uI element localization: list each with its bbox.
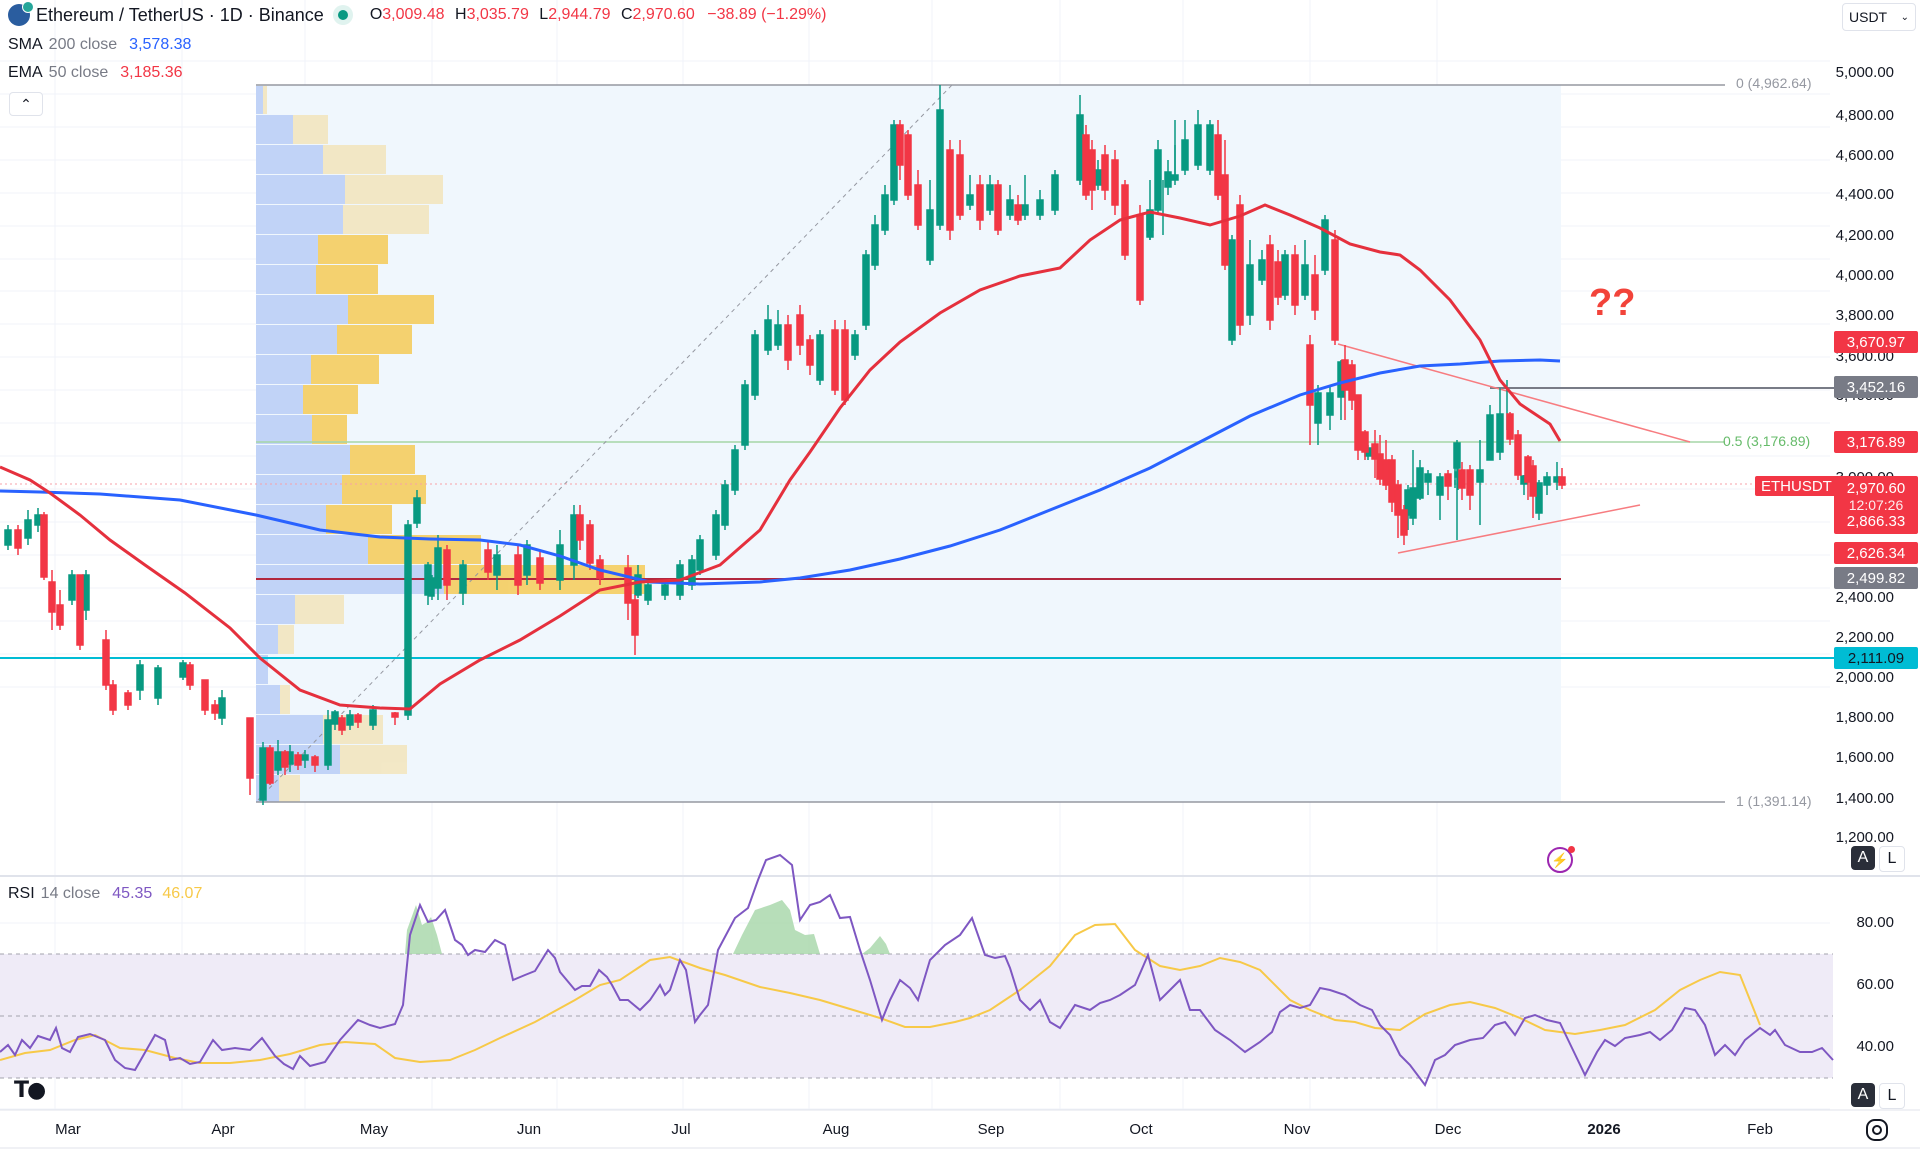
symbol-price-tag[interactable]: ETHUSDT [1755, 476, 1838, 496]
price-tag-2499[interactable]: 2,499.82 [1834, 567, 1918, 589]
price-change: −38.89 (−1.29%) [707, 6, 827, 23]
rsi-value: 45.35 [112, 885, 153, 902]
ema-50-line[interactable] [0, 203, 1562, 711]
auto-scale-button[interactable]: A [1851, 846, 1875, 870]
ohlc-values: O3,009.48 H3,035.79 L2,944.79 C2,970.60 … [369, 6, 827, 23]
fib-label-05[interactable]: 0.5 (3,176.89) [1723, 433, 1811, 449]
candlesticks[interactable] [4, 85, 1566, 805]
lightning-alert-icon[interactable]: ⚡ [1547, 846, 1575, 873]
bar-countdown: 12:07:26 [1848, 497, 1904, 513]
rsi-axis-label: 40.00 [1856, 1038, 1894, 1055]
ethereum-logo-icon [8, 1, 34, 26]
chart-settings-gear-icon[interactable] [1866, 1119, 1888, 1141]
rsi-axis-label: 60.00 [1856, 976, 1894, 993]
fib-trend-line[interactable] [257, 84, 953, 801]
triangle-upper-trendline[interactable] [1337, 343, 1691, 443]
symbol-legend[interactable]: Ethereum / TetherUS · 1D · Binance O3,00… [8, 1, 827, 26]
rsi-overbought-fill [405, 905, 442, 954]
chevron-down-icon: ⌄ [1900, 11, 1909, 23]
rsi-legend[interactable]: RSI 14 close 45.35 46.07 [8, 885, 203, 902]
sma-legend[interactable]: SMA 200 close 3,578.38 [8, 36, 192, 53]
collapse-legend-button[interactable]: ⌃ [9, 92, 43, 116]
current-price-tag[interactable]: 2,970.60 12:07:26 2,866.33 [1834, 476, 1918, 534]
fib-label-1[interactable]: 1 (1,391.14) [1736, 793, 1812, 809]
rsi-overbought-fill [862, 936, 890, 954]
chevron-up-icon: ⌃ [20, 95, 32, 112]
ema-legend[interactable]: EMA 50 close 3,185.36 [8, 64, 183, 81]
fib-range-background[interactable] [256, 85, 1561, 802]
sma-value: 3,578.38 [129, 36, 192, 53]
currency-selector[interactable]: USDT ⌄ [1842, 3, 1916, 31]
rsi-ma-line[interactable] [0, 922, 1761, 1064]
rsi-line[interactable] [0, 853, 1834, 1088]
question-annotation[interactable]: ?? [1589, 282, 1636, 324]
rsi-overbought-fill [733, 900, 820, 954]
price-tag-3452[interactable]: 3,452.16 [1834, 376, 1918, 398]
sma-200-line[interactable] [0, 358, 1561, 586]
rsi-auto-scale-button[interactable]: A [1851, 1083, 1875, 1107]
triangle-lower-trendline[interactable] [1397, 504, 1641, 554]
rsi-ma-value: 46.07 [162, 885, 203, 902]
rsi-axis-label: 80.00 [1856, 914, 1894, 931]
price-tag-2626[interactable]: 2,626.34 [1834, 542, 1918, 564]
market-open-dot-icon [337, 10, 348, 20]
rsi-log-scale-button[interactable]: L [1879, 1083, 1905, 1109]
price-tag-ema-3176[interactable]: 3,176.89 [1834, 431, 1918, 453]
log-scale-button[interactable]: L [1879, 846, 1905, 872]
ema-value: 3,185.36 [120, 64, 183, 81]
symbol-title[interactable]: Ethereum / TetherUS · 1D · Binance [36, 4, 324, 25]
tradingview-logo-icon[interactable]: T● [14, 1078, 46, 1103]
price-tag-3670[interactable]: 3,670.97 [1834, 331, 1918, 353]
fib-label-0[interactable]: 0 (4,962.64) [1736, 75, 1812, 91]
price-tag-2111[interactable]: 2,111.09 [1834, 647, 1918, 669]
